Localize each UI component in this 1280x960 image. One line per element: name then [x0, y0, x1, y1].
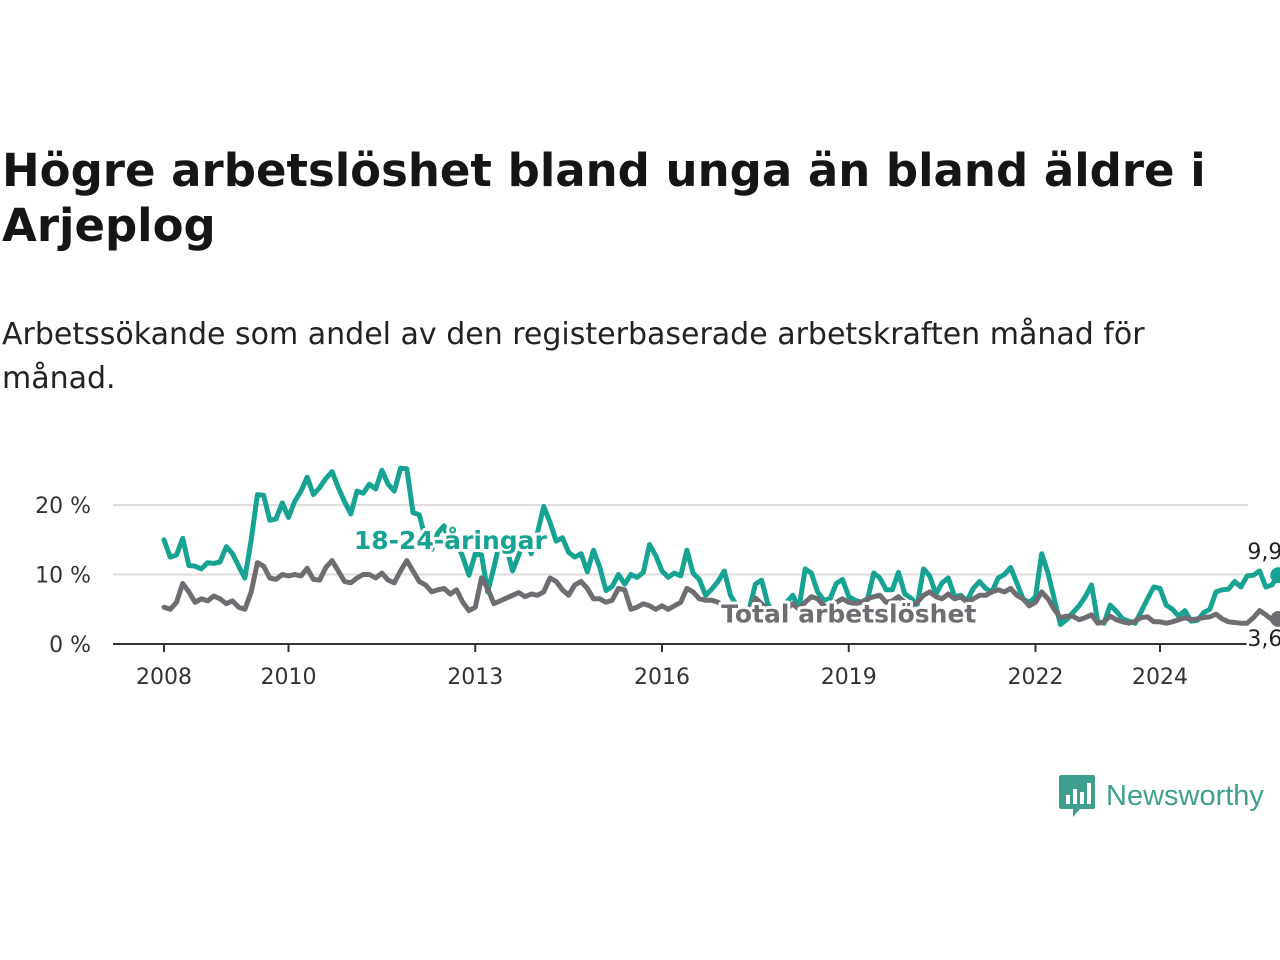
y-tick-label: 20 % — [35, 494, 91, 519]
brand-name: Newsworthy — [1106, 779, 1264, 812]
y-tick-label: 10 % — [35, 564, 91, 589]
y-tick-label: 0 % — [49, 633, 91, 658]
x-tick-label: 2022 — [1008, 665, 1064, 690]
series-end-point-total-arbetsl-shet — [1270, 610, 1280, 627]
x-tick-label: 2024 — [1132, 665, 1188, 690]
grid-lines — [113, 504, 1248, 576]
series-end-value-total-arbetsl-shet: 3,6 % — [1247, 627, 1280, 652]
brand-logo[interactable]: Newsworthy — [1058, 773, 1264, 819]
series-end-value-18-24-ringar: 9,9 % — [1247, 540, 1280, 565]
line-chart: 0 % 10 % 20 % 2008 2010 2013 2016 2019 2022 2024… — [35, 465, 1280, 690]
x-tick-label: 2013 — [447, 665, 503, 690]
series-label-total-arbetsl-shet: Total arbetslöshet — [721, 599, 976, 628]
chart-subtitle: Arbetssökande som andel av den registerb… — [2, 317, 1145, 396]
bar-chart-speech-bubble-icon — [1059, 775, 1095, 817]
x-tick-label: 2016 — [634, 665, 690, 690]
series-end-point-18-24-ringar — [1270, 567, 1280, 584]
x-tick-label: 2019 — [821, 665, 877, 690]
x-axis-ticks: 2008 2010 2013 2016 2019 2022 2024 — [136, 644, 1188, 690]
series-label-18-24-ringar: 18-24-åringar — [354, 526, 548, 555]
series-line-18-24-ringar — [161, 465, 1280, 627]
x-tick-label: 2008 — [136, 665, 192, 690]
series-labels: 18-24-åringar 9,9 % Total arbetslöshet 3,6 … — [351, 523, 1280, 655]
x-tick-label: 2010 — [261, 665, 317, 690]
series-lines — [161, 465, 1280, 627]
chart-title: Högre arbetslöshet bland unga än bland ä… — [2, 144, 1206, 252]
series-line-total-arbetsl-shet — [161, 558, 1280, 626]
y-axis-ticks: 0 % 10 % 20 % — [35, 494, 91, 658]
